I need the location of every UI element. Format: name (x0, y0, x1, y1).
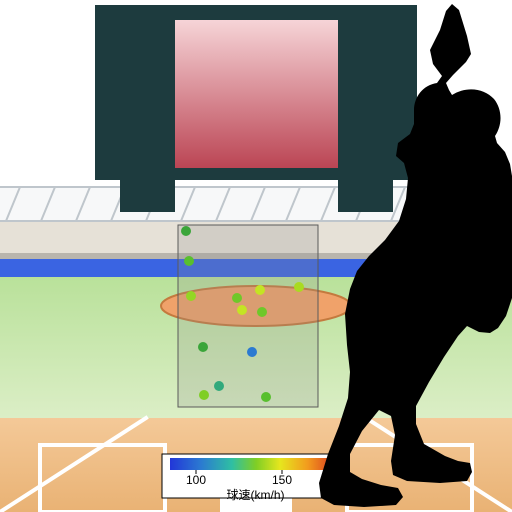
pitch-marker (247, 347, 257, 357)
legend-tick-label: 150 (267, 473, 297, 487)
scoreboard-foot (338, 180, 393, 212)
pitch-location-chart: 100 150 球速(km/h) (0, 0, 512, 512)
pitch-marker (255, 285, 265, 295)
pitch-marker (294, 282, 304, 292)
scoreboard-screen (175, 20, 338, 168)
strike-zone (178, 225, 318, 407)
pitch-marker (237, 305, 247, 315)
pitch-marker (199, 390, 209, 400)
pitch-marker (261, 392, 271, 402)
pitch-marker (232, 293, 242, 303)
pitch-marker (181, 226, 191, 236)
scoreboard-foot (120, 180, 175, 212)
chart-svg (0, 0, 512, 512)
legend-axis-label: 球速(km/h) (162, 486, 349, 503)
pitch-marker (184, 256, 194, 266)
legend-colorbar (170, 458, 342, 470)
pitch-marker (257, 307, 267, 317)
pitch-marker (186, 291, 196, 301)
pitch-marker (198, 342, 208, 352)
pitch-marker (214, 381, 224, 391)
legend-tick-label: 100 (181, 473, 211, 487)
